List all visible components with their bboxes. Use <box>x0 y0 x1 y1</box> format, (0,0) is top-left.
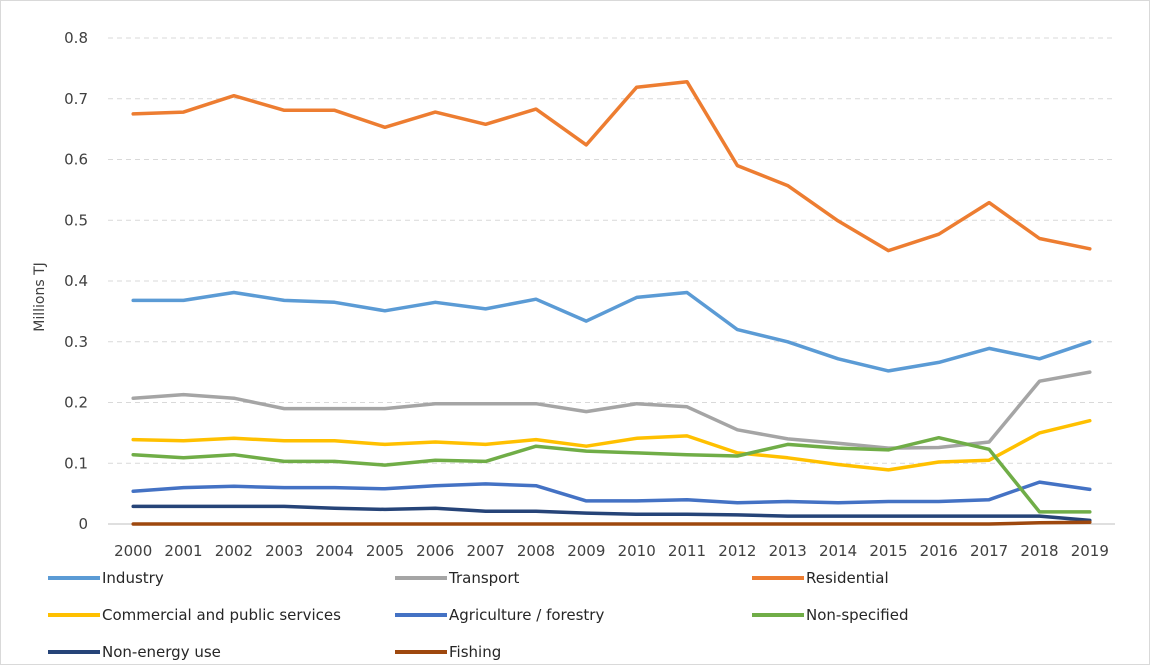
x-tick-label: 2009 <box>567 542 605 560</box>
x-tick-label: 2005 <box>366 542 404 560</box>
series-line-agriculture-forestry <box>131 480 1092 505</box>
legend-label-non-energy-use: Non-energy use <box>102 643 221 661</box>
series-line-non-specified <box>131 435 1092 514</box>
x-tick-label: 2008 <box>517 542 555 560</box>
y-axis-tick-labels: 0 0.1 0.2 0.3 0.4 0.5 0.6 0.7 0.8 <box>64 29 88 533</box>
x-tick-label: 2015 <box>869 542 907 560</box>
y-tick-label: 0.8 <box>64 29 88 47</box>
x-tick-label: 2016 <box>920 542 958 560</box>
x-tick-label: 2000 <box>114 542 152 560</box>
series-line-residential <box>131 79 1092 253</box>
legend: Industry Transport Residential Commercial a… <box>48 569 909 661</box>
legend-label-commercial-and-public-services: Commercial and public services <box>102 606 341 624</box>
x-tick-label: 2001 <box>164 542 202 560</box>
series-line-industry <box>131 290 1092 373</box>
x-tick-label: 2018 <box>1020 542 1058 560</box>
x-tick-label: 2003 <box>265 542 303 560</box>
x-tick-label: 2013 <box>769 542 807 560</box>
series-line-commercial-and-public-services <box>131 418 1092 472</box>
x-tick-label: 2007 <box>467 542 505 560</box>
legend-label-fishing: Fishing <box>449 643 501 661</box>
y-axis-title: Millions TJ <box>32 262 48 332</box>
y-tick-label: 0 <box>78 515 88 533</box>
x-tick-label: 2004 <box>315 542 353 560</box>
series-line-fishing <box>131 520 1092 526</box>
y-tick-label: 0.4 <box>64 272 88 290</box>
legend-label-industry: Industry <box>102 569 164 587</box>
x-tick-label: 2002 <box>215 542 253 560</box>
x-tick-label: 2019 <box>1071 542 1109 560</box>
y-tick-label: 0.5 <box>64 211 88 229</box>
x-tick-label: 2011 <box>668 542 706 560</box>
y-tick-label: 0.3 <box>64 333 88 351</box>
legend-label-agriculture-forestry: Agriculture / forestry <box>449 606 604 624</box>
x-tick-label: 2010 <box>618 542 656 560</box>
y-tick-label: 0.7 <box>64 90 88 108</box>
y-tick-label: 0.6 <box>64 151 88 169</box>
y-tick-label: 0.1 <box>64 454 88 472</box>
x-tick-label: 2012 <box>718 542 756 560</box>
legend-label-non-specified: Non-specified <box>806 606 909 624</box>
series-line-non-energy-use <box>131 504 1092 523</box>
legend-label-transport: Transport <box>448 569 520 587</box>
series-lines <box>131 79 1092 526</box>
y-tick-label: 0.2 <box>64 394 88 412</box>
series-line-transport <box>131 370 1092 450</box>
x-tick-label: 2006 <box>416 542 454 560</box>
x-tick-label: 2014 <box>819 542 857 560</box>
legend-label-residential: Residential <box>806 569 889 587</box>
x-tick-label: 2017 <box>970 542 1008 560</box>
x-axis-tick-labels: 2000 2001 2002 2003 2004 2005 2006 2007 2008 2009… <box>114 542 1109 560</box>
